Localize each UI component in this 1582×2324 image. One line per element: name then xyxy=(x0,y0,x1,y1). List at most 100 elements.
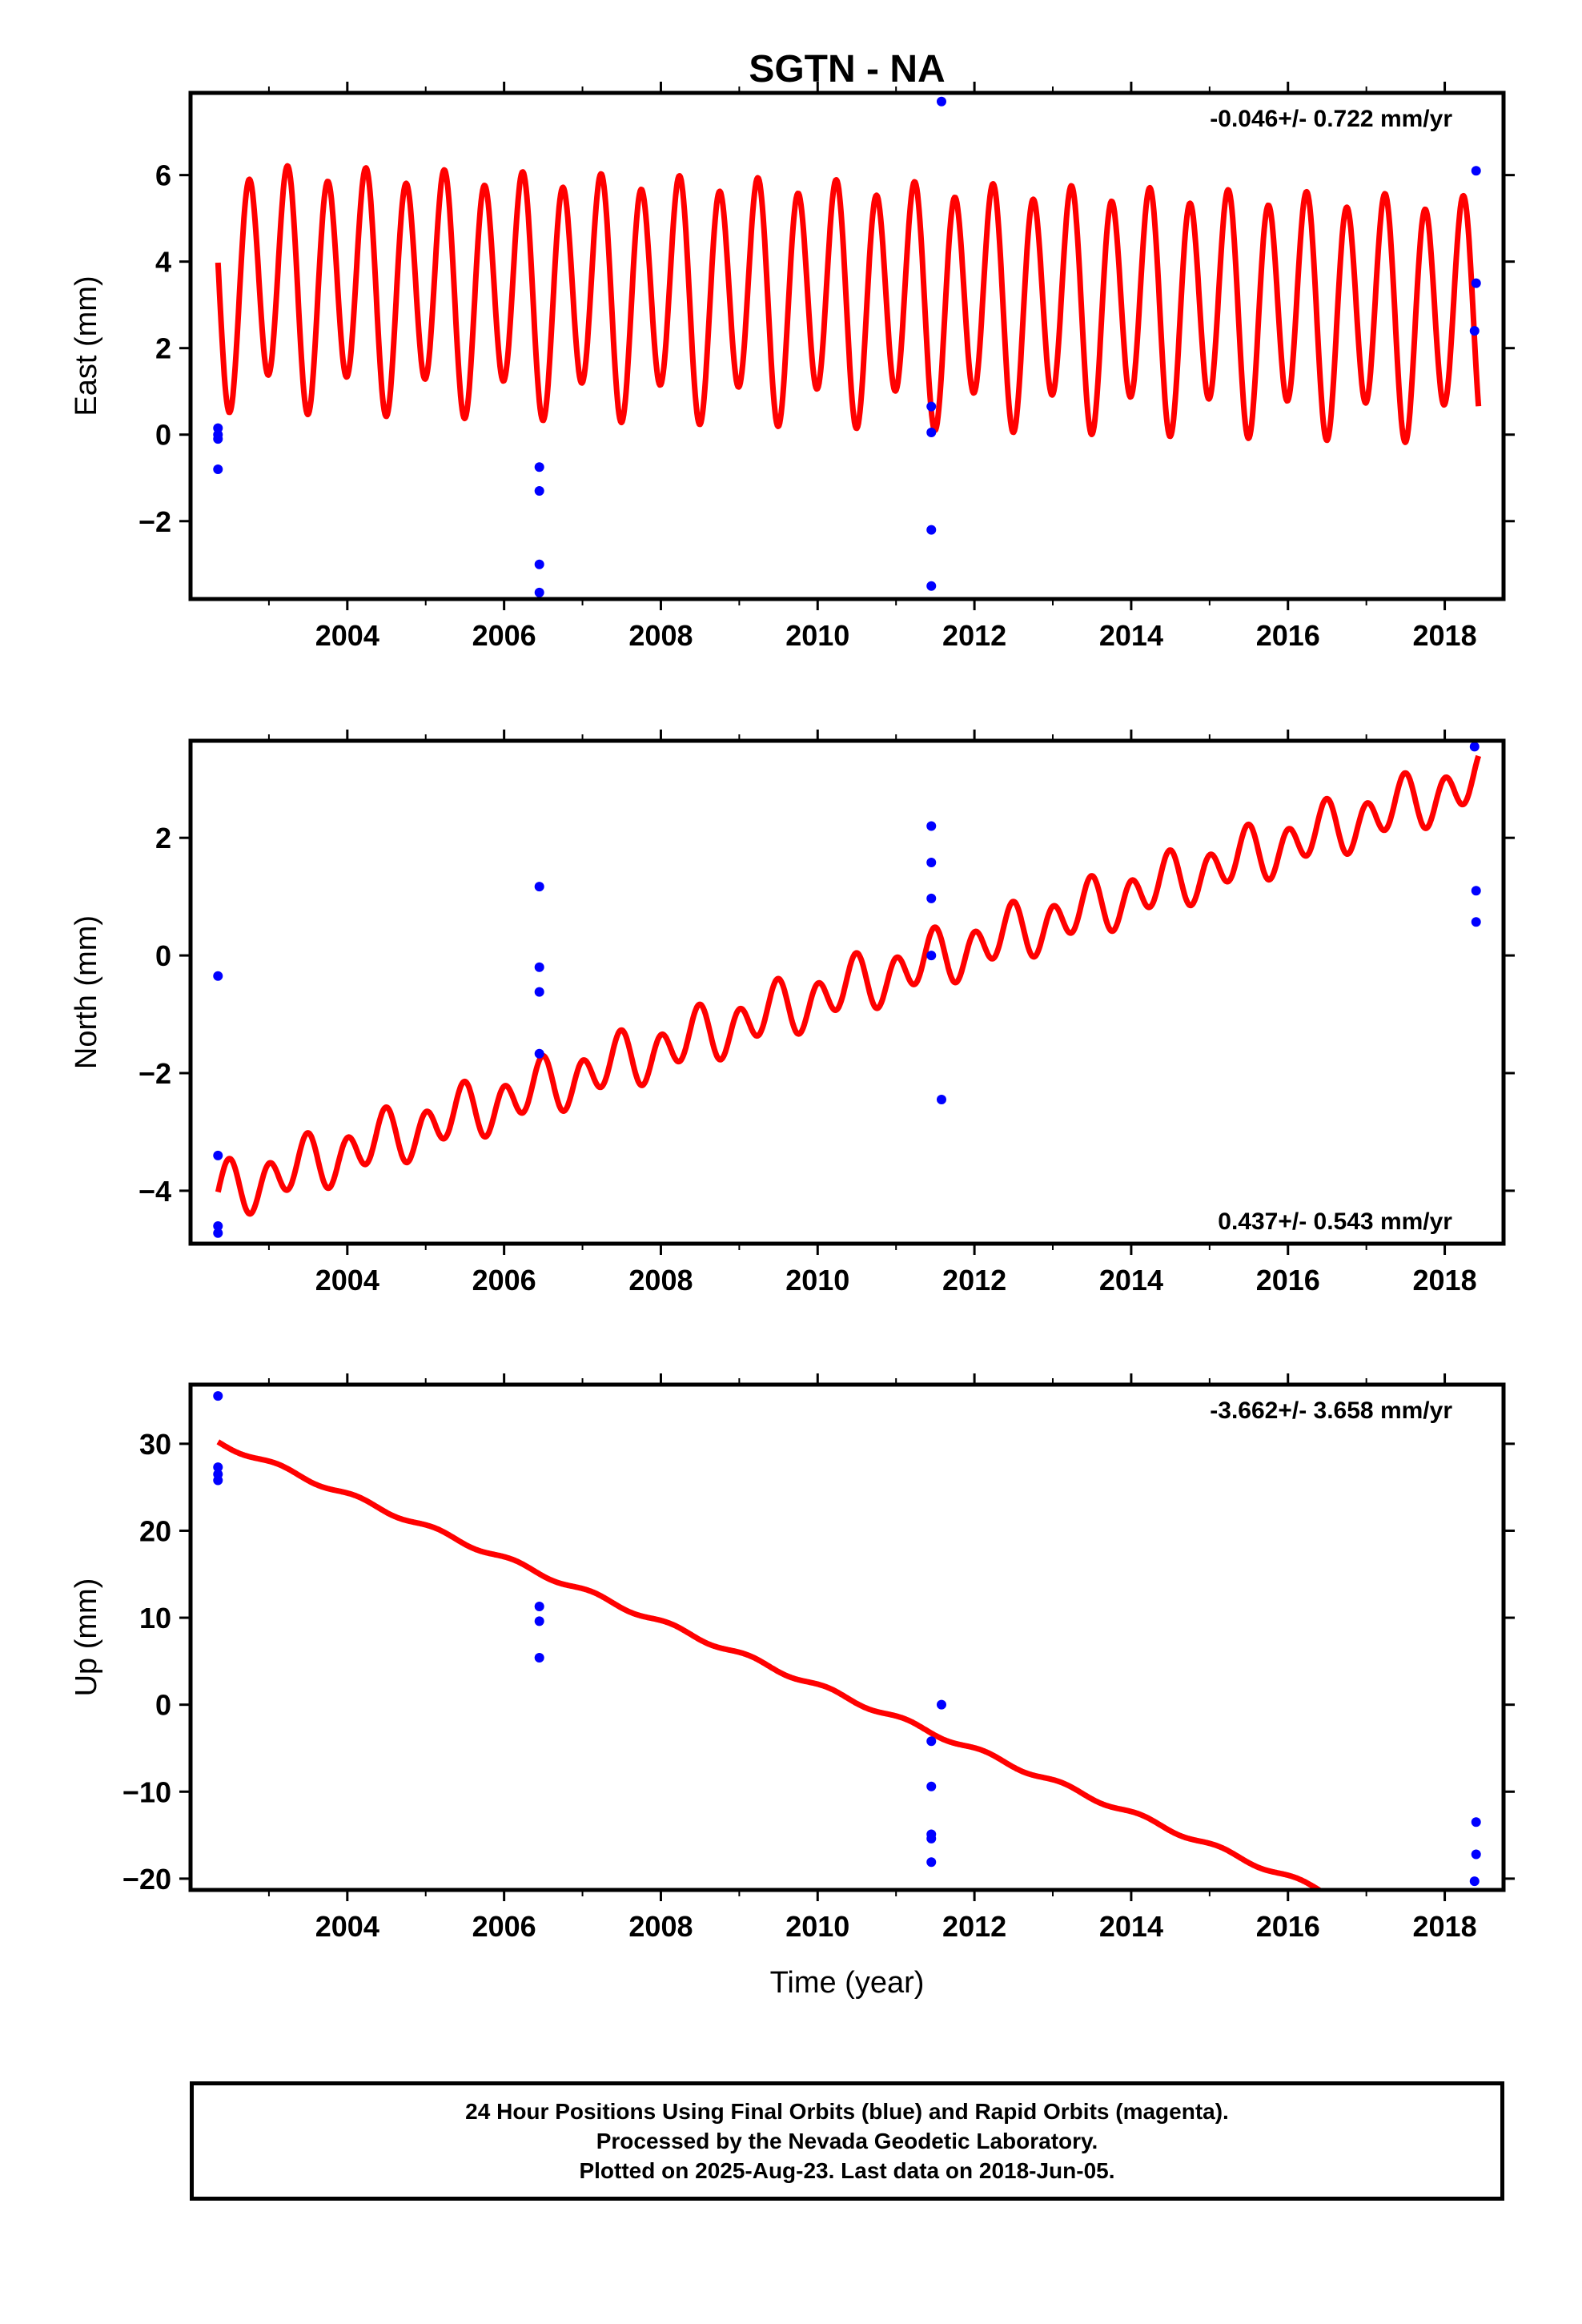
data-point xyxy=(534,1048,544,1059)
data-point xyxy=(1471,166,1481,176)
data-point xyxy=(926,428,937,438)
plot-frame xyxy=(188,738,1506,1246)
data-point xyxy=(534,587,544,597)
data-point xyxy=(534,462,544,472)
y-tick-label: 0 xyxy=(155,939,171,972)
data-point xyxy=(1471,886,1481,896)
x-tick-label: 2012 xyxy=(942,619,1006,652)
x-tick-label: 2012 xyxy=(942,1264,1006,1297)
data-point xyxy=(926,581,937,591)
data-point xyxy=(1471,278,1481,288)
y-tick-label: −20 xyxy=(122,1863,171,1896)
data-point xyxy=(926,951,937,961)
data-point xyxy=(213,464,223,474)
plot-frame xyxy=(188,1382,1506,1892)
y-tick-label: 0 xyxy=(155,419,171,452)
data-point xyxy=(534,962,544,972)
data-point xyxy=(926,858,937,868)
data-point xyxy=(1471,917,1481,927)
footer-line-1: 24 Hour Positions Using Final Orbits (bl… xyxy=(465,2099,1229,2124)
data-point xyxy=(534,882,544,892)
data-point xyxy=(926,401,937,412)
data-point xyxy=(534,559,544,569)
model-fit-line xyxy=(215,754,1482,1217)
x-tick-label: 2018 xyxy=(1413,1264,1477,1297)
data-point xyxy=(936,1699,946,1710)
data-point xyxy=(534,1653,544,1663)
y-tick-label: 2 xyxy=(155,822,171,854)
y-tick-label: −2 xyxy=(139,1057,171,1090)
y-tick-label: 4 xyxy=(155,246,171,279)
x-tick-label: 2016 xyxy=(1256,1264,1320,1297)
data-point xyxy=(1471,1817,1481,1827)
x-tick-label: 2018 xyxy=(1413,619,1477,652)
x-tick-label: 2008 xyxy=(628,1910,693,1943)
data-point xyxy=(1471,1849,1481,1860)
y-tick-label: −4 xyxy=(139,1175,171,1208)
x-tick-label: 2004 xyxy=(315,1264,379,1297)
x-tick-label: 2014 xyxy=(1099,1910,1163,1943)
data-point xyxy=(926,1781,937,1791)
data-point xyxy=(534,485,544,496)
data-point xyxy=(1469,326,1480,336)
y-axis-label: Up (mm) xyxy=(70,1578,103,1697)
y-axis-label: East (mm) xyxy=(70,275,103,416)
footer-line-3: Plotted on 2025-Aug-23. Last data on 201… xyxy=(579,2158,1115,2183)
data-point xyxy=(213,1220,223,1231)
data-point xyxy=(213,1391,223,1401)
chart-title: SGTN - NA xyxy=(749,48,945,90)
x-tick-label: 2014 xyxy=(1099,1264,1163,1297)
plot-frame xyxy=(188,90,1506,601)
data-point xyxy=(926,1736,937,1747)
model-fit-line xyxy=(215,1439,1325,1890)
data-point xyxy=(213,434,223,444)
data-point xyxy=(213,1475,223,1486)
x-tick-label: 2010 xyxy=(785,1264,849,1297)
data-point xyxy=(213,1150,223,1160)
x-tick-label: 2016 xyxy=(1256,619,1320,652)
x-tick-label: 2008 xyxy=(628,1264,693,1297)
data-point xyxy=(213,1228,223,1238)
x-tick-label: 2004 xyxy=(315,1910,379,1943)
y-tick-label: −2 xyxy=(139,505,171,538)
data-point xyxy=(534,1616,544,1626)
x-axis-label: Time (year) xyxy=(770,1966,925,2000)
data-point xyxy=(534,987,544,997)
x-tick-label: 2018 xyxy=(1413,1910,1477,1943)
y-tick-label: 2 xyxy=(155,332,171,365)
data-point xyxy=(1469,1876,1480,1887)
data-point xyxy=(926,525,937,535)
y-tick-label: 30 xyxy=(139,1428,171,1461)
y-tick-label: 6 xyxy=(155,159,171,192)
y-tick-label: 10 xyxy=(139,1602,171,1634)
x-tick-label: 2004 xyxy=(315,619,379,652)
velocity-label: -0.046+/- 0.722 mm/yr xyxy=(1210,106,1452,132)
y-tick-label: −10 xyxy=(122,1775,171,1808)
data-point xyxy=(213,971,223,981)
x-tick-label: 2010 xyxy=(785,619,849,652)
data-point xyxy=(926,1857,937,1868)
data-point xyxy=(926,821,937,831)
data-point xyxy=(926,1833,937,1844)
footer-line-2: Processed by the Nevada Geodetic Laborat… xyxy=(596,2129,1098,2153)
data-point xyxy=(1469,742,1480,752)
y-tick-label: 20 xyxy=(139,1514,171,1547)
x-tick-label: 2012 xyxy=(942,1910,1006,1943)
x-tick-label: 2006 xyxy=(472,1264,536,1297)
x-tick-label: 2006 xyxy=(472,1910,536,1943)
model-fit-line xyxy=(215,163,1482,445)
velocity-label: 0.437+/- 0.543 mm/yr xyxy=(1218,1208,1452,1235)
x-tick-label: 2010 xyxy=(785,1910,849,1943)
x-tick-label: 2014 xyxy=(1099,619,1163,652)
data-point xyxy=(534,1601,544,1611)
data-point xyxy=(213,1462,223,1473)
footer-caption: 24 Hour Positions Using Final Orbits (bl… xyxy=(190,2081,1504,2201)
data-point xyxy=(936,96,946,107)
data-point xyxy=(936,1095,946,1105)
velocity-label: -3.662+/- 3.658 mm/yr xyxy=(1210,1397,1452,1424)
x-tick-label: 2008 xyxy=(628,619,693,652)
x-tick-label: 2006 xyxy=(472,619,536,652)
data-point xyxy=(926,893,937,903)
x-tick-label: 2016 xyxy=(1256,1910,1320,1943)
